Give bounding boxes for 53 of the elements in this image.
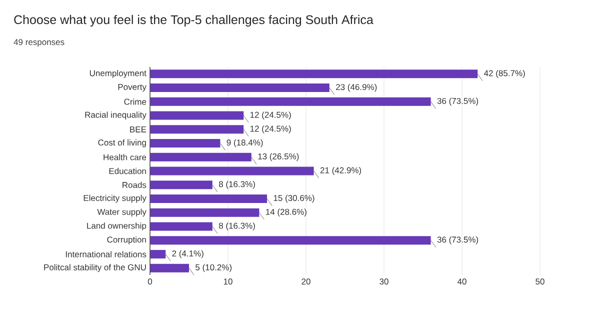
data-label: 36 (73.5%) [437, 98, 478, 106]
bar [150, 264, 189, 272]
y-tick-label: Electricity supply [84, 194, 146, 203]
x-tick-label: 0 [148, 278, 152, 285]
bar [150, 194, 268, 203]
y-tick-label: Health care [104, 154, 146, 160]
y-tick-label: Racial inequality [85, 112, 146, 120]
bar [150, 139, 220, 148]
bar [150, 166, 314, 176]
y-tick-label: Roads [122, 182, 146, 188]
x-tick-label: 30 [380, 278, 388, 285]
data-label: 2 (4.1%) [172, 250, 204, 258]
bar [150, 152, 252, 162]
data-label: 5 (10.2%) [196, 264, 232, 272]
data-label: 21 (42.9%) [320, 167, 362, 175]
data-label: 13 (26.5%) [258, 153, 299, 162]
data-label: 36 (73.5%) [437, 236, 478, 244]
y-tick-label: International relations [66, 251, 146, 258]
bar [150, 236, 431, 245]
data-label: 14 (28.6%) [266, 208, 306, 217]
y-tick-label: BEE [130, 126, 146, 132]
y-tick-label: Crime [124, 98, 146, 105]
y-tick-label: Land ownership [87, 222, 146, 230]
data-label: 9 (18.4%) [226, 139, 263, 148]
bar [150, 208, 260, 217]
data-label: 23 (46.9%) [336, 84, 377, 92]
data-label: 8 (16.3%) [218, 222, 255, 230]
data-label: 42 (85.7%) [484, 70, 525, 78]
y-tick-label: Politcal stability of the GNU [44, 264, 146, 272]
text: 49 responses [14, 39, 64, 47]
bar [150, 84, 330, 92]
x-tick-label: 20 [302, 278, 310, 285]
data-label: 8 (16.3%) [218, 180, 255, 189]
data-label: 12 (24.5%) [250, 125, 291, 134]
x-tick-label: 40 [457, 278, 466, 285]
bar [150, 70, 478, 78]
x-tick-label: 10 [224, 278, 232, 285]
data-label: 12 (24.5%) [250, 112, 291, 120]
bar [150, 125, 244, 134]
y-tick-label: Corruption [107, 236, 146, 244]
x-tick-label: 50 [536, 278, 544, 285]
y-tick-label: Poverty [118, 84, 146, 92]
bar [150, 180, 212, 190]
y-tick-label: Unemployment [90, 70, 146, 78]
y-tick-label: Education [109, 168, 146, 174]
data-label: 15 (30.6%) [274, 194, 314, 203]
bar [150, 250, 166, 258]
chart-title: Choose what you feel is the Top-5 challenges facing South Africa [14, 14, 374, 27]
y-tick-label: Cost of living [98, 139, 146, 148]
bar [150, 111, 244, 120]
bar [150, 222, 212, 231]
bar [150, 97, 431, 106]
y-tick-label: Water supply [97, 208, 146, 217]
